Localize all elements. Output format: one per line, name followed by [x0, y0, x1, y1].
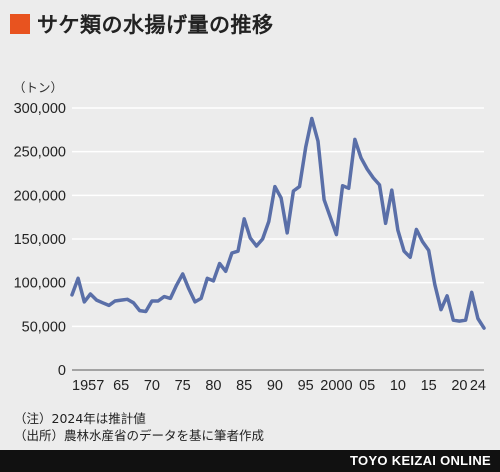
x-tick-label: 10 [390, 378, 406, 394]
notes: （注）2024年は推計値 （出所）農林水産省のデータを基に筆者作成 [14, 410, 264, 444]
y-tick-label: 200,000 [14, 188, 66, 204]
x-tick-label: 15 [421, 378, 437, 394]
y-tick-label: 250,000 [14, 145, 66, 161]
x-tick-label: 85 [236, 378, 252, 394]
title-marker-icon [10, 14, 30, 34]
y-tick-label: 150,000 [14, 232, 66, 248]
x-tick-label: 2000 [320, 378, 352, 394]
x-tick-label: 24 [470, 378, 486, 394]
y-tick-label: 50,000 [22, 319, 66, 335]
x-tick-label: 80 [205, 378, 221, 394]
x-axis-ticks: 1957 65 70 75 80 85 90 95 2000 05 10 15 20 24 [72, 378, 486, 394]
y-axis-ticks: 0 50,000 100,000 150,000 200,000 250,000 300,0… [14, 101, 66, 379]
x-tick-label: 75 [175, 378, 191, 394]
brand-label: TOYO KEIZAI ONLINE [350, 453, 491, 468]
unit-label: （トン） [13, 80, 64, 95]
x-tick-label: 95 [298, 378, 314, 394]
y-tick-label: 100,000 [14, 276, 66, 292]
note-line: （注）2024年は推計値 [14, 411, 146, 426]
x-tick-label: 05 [359, 378, 375, 394]
x-tick-label: 20 [451, 378, 467, 394]
title-row: サケ類の水揚げ量の推移 [10, 8, 274, 40]
y-tick-label: 300,000 [14, 101, 66, 117]
series-line [70, 116, 486, 330]
x-tick-label: 90 [267, 378, 283, 394]
x-tick-label: 1957 [72, 378, 104, 394]
chart-title: サケ類の水揚げ量の推移 [37, 13, 274, 37]
source-line: （出所）農林水産省のデータを基に筆者作成 [14, 428, 265, 443]
x-tick-label: 65 [113, 378, 129, 394]
y-tick-label: 0 [58, 363, 66, 379]
footer-bar: TOYO KEIZAI ONLINE [0, 450, 500, 472]
x-tick-label: 70 [144, 378, 160, 394]
